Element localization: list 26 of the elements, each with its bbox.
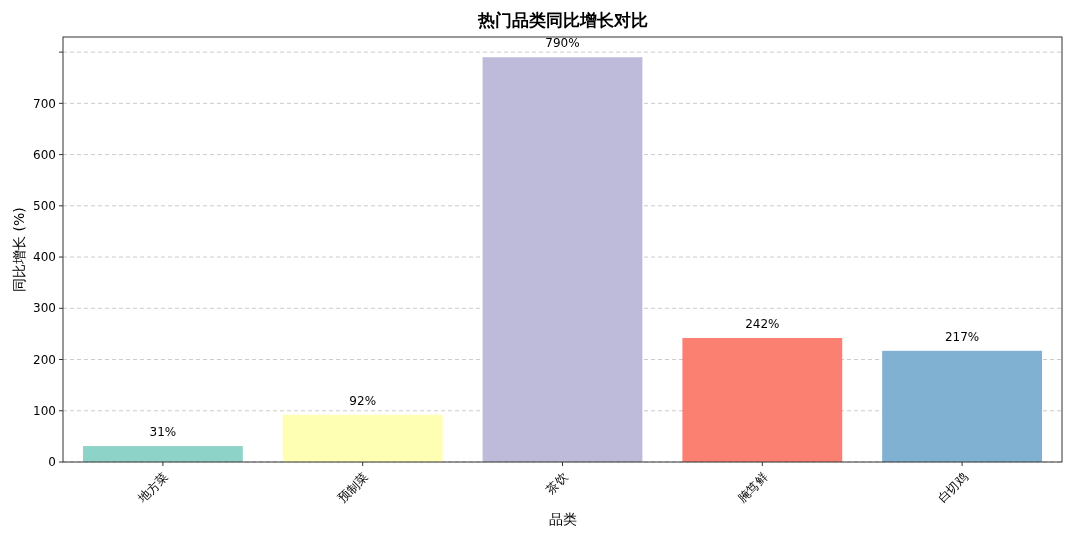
bar [82,446,243,462]
x-tick-label: 茶饮 [543,470,571,498]
x-axis-title: 品类 [548,511,577,527]
y-axis-title: 同比增长 (%) [11,207,27,292]
x-tick-label: 预制菜 [335,470,371,506]
x-tick-label: 地方菜 [134,470,171,507]
x-tick-label: 腌笃鲜 [735,470,771,506]
y-tick-label: 300 [33,301,56,316]
bar [882,350,1043,462]
y-tick-label: 100 [33,403,56,418]
data-label: 790% [545,36,580,51]
y-tick-label: 600 [33,147,56,162]
x-tick-label: 白切鸡 [934,470,971,506]
bar [682,338,843,462]
y-tick-label: 500 [33,199,56,214]
y-tick-label: 400 [33,250,56,265]
bar [282,414,443,462]
y-tick-label: 200 [33,352,56,367]
data-label: 31% [149,425,177,440]
data-label: 242% [745,317,780,332]
data-label: 92% [349,393,377,408]
y-tick-label: 700 [33,96,56,111]
bar [482,57,643,462]
y-tick-label: 0 [48,455,56,470]
chart-title: 热门品类同比增长对比 [476,10,648,30]
data-label: 217% [944,329,980,344]
